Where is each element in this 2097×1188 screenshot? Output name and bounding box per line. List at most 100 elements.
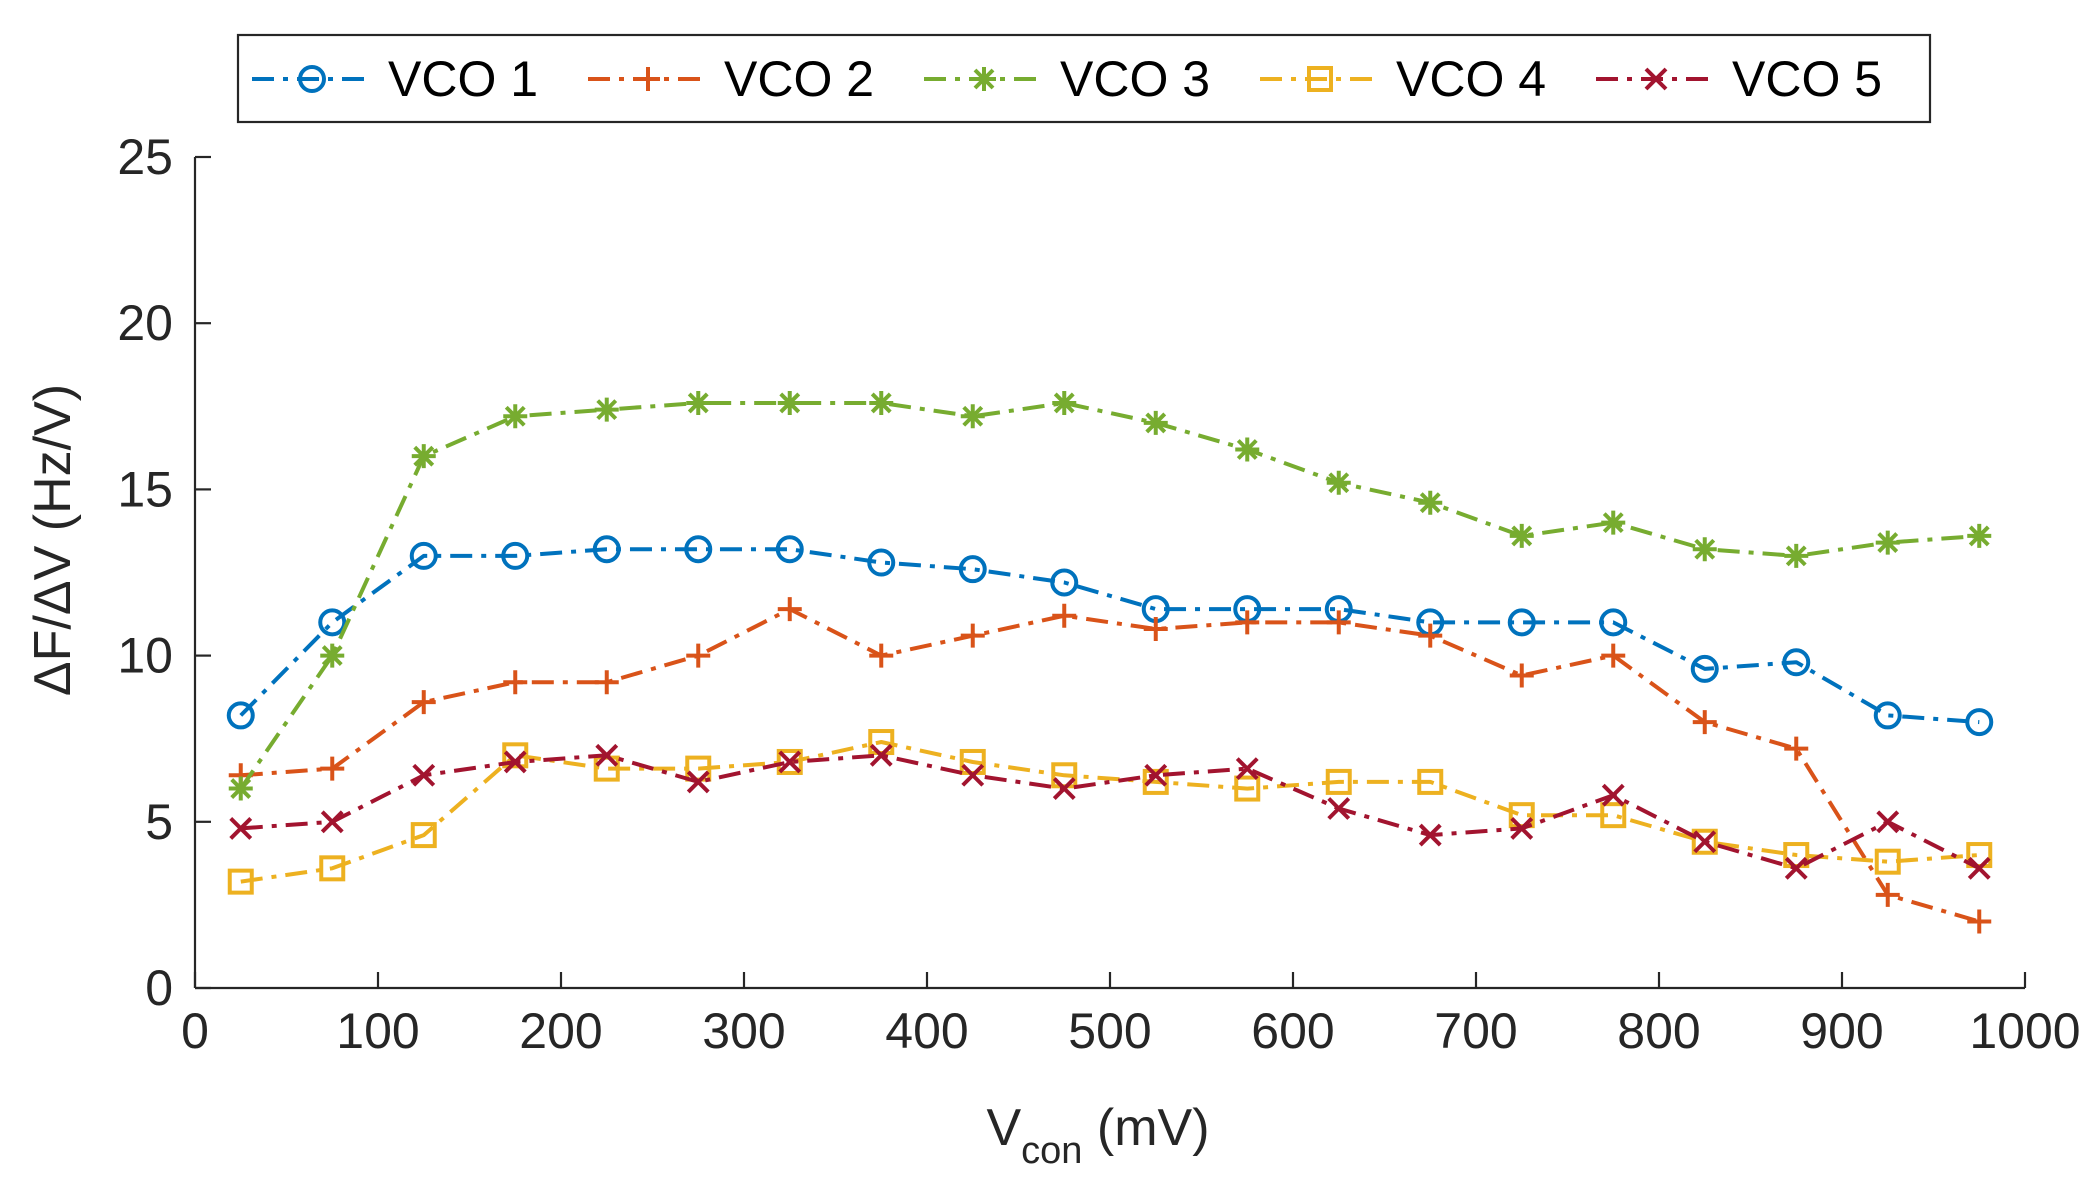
data-point-vco-1	[867, 548, 896, 577]
data-point-vco-2	[1326, 610, 1351, 635]
data-point-vco-1	[1965, 708, 1994, 737]
series-vco-2	[228, 597, 1992, 934]
series-vco-1	[226, 535, 1994, 737]
data-point-vco-2	[1509, 663, 1534, 688]
legend-marker-vco-2	[636, 67, 660, 91]
data-point-vco-2	[1967, 909, 1992, 934]
data-point-vco-2	[869, 643, 894, 668]
data-point-vco-3	[1601, 510, 1626, 535]
data-point-vco-5	[1235, 757, 1259, 781]
data-point-vco-1	[1690, 654, 1719, 683]
data-point-vco-3	[1052, 390, 1077, 415]
data-point-vco-1	[958, 555, 987, 584]
data-point-vco-4	[410, 822, 437, 849]
data-point-vco-5	[778, 750, 802, 774]
data-point-vco-2	[1143, 617, 1168, 642]
data-point-vco-1	[1507, 608, 1536, 637]
data-point-vco-2	[1784, 736, 1809, 761]
data-point-vco-1	[409, 541, 438, 570]
legend-label-vco-4: VCO 4	[1396, 51, 1546, 107]
data-point-vco-5	[595, 743, 619, 767]
data-point-vco-1	[592, 535, 621, 564]
legend-marker-vco-3	[972, 67, 996, 91]
series-line-vco-2	[240, 607, 1980, 924]
data-point-vco-4	[502, 742, 529, 769]
data-point-vco-4	[1417, 768, 1444, 795]
legend-entry-vco-4: VCO 4	[1260, 51, 1546, 107]
data-point-vco-3	[1143, 410, 1168, 435]
data-point-vco-5	[1327, 797, 1351, 820]
data-point-vco-5	[1876, 810, 1900, 834]
legend-marker-vco-5	[1644, 67, 1668, 91]
x-axis-title: Vcon (mV)	[986, 1099, 1209, 1172]
data-point-vco-3	[869, 390, 894, 415]
data-point-vco-3	[1967, 523, 1992, 548]
x-axis-title-sub: con	[1021, 1130, 1082, 1172]
data-point-vco-2	[960, 623, 985, 648]
series-vco-5	[229, 743, 1991, 880]
data-point-vco-1	[1599, 608, 1628, 637]
y-tick-label: 10	[117, 628, 173, 684]
series-vco-3	[228, 390, 1992, 801]
data-point-vco-5	[1967, 856, 1991, 880]
data-point-vco-3	[686, 390, 711, 415]
x-tick-label: 800	[1617, 1003, 1700, 1059]
data-point-vco-4	[776, 748, 803, 775]
data-point-vco-1	[684, 535, 713, 564]
data-point-vco-3	[1326, 470, 1351, 495]
data-point-vco-2	[503, 670, 528, 695]
series-line-vco-4	[240, 740, 1980, 884]
y-tick-label: 0	[145, 960, 173, 1016]
data-point-vco-1	[1050, 568, 1079, 597]
x-axis-title-unit: (mV)	[1082, 1099, 1209, 1157]
y-tick-label: 20	[117, 295, 173, 351]
data-point-vco-5	[1601, 783, 1625, 807]
legend-label-vco-1: VCO 1	[388, 51, 538, 107]
data-point-vco-2	[1235, 610, 1260, 635]
data-point-vco-1	[1873, 701, 1902, 730]
data-point-vco-3	[594, 397, 619, 422]
data-point-vco-5	[1510, 817, 1534, 840]
data-point-vco-5	[1052, 777, 1076, 800]
data-point-vco-5	[1418, 823, 1442, 847]
legend-entry-vco-5: VCO 5	[1596, 51, 1882, 107]
data-point-vco-2	[1052, 603, 1077, 628]
legend-entry-vco-2: VCO 2	[588, 51, 874, 107]
series-line-vco-3	[239, 401, 1980, 790]
x-tick-label: 300	[702, 1003, 785, 1059]
data-point-vco-2	[320, 756, 345, 781]
y-tick-label: 25	[117, 129, 173, 185]
x-tick-label: 1000	[1969, 1003, 2080, 1059]
legend-label-vco-5: VCO 5	[1732, 51, 1882, 107]
data-point-vco-1	[1782, 648, 1811, 677]
x-tick-label: 600	[1251, 1003, 1334, 1059]
data-point-vco-2	[1418, 623, 1443, 648]
data-point-vco-4	[1142, 768, 1169, 795]
x-tick-label: 0	[181, 1003, 209, 1059]
data-point-vco-4	[1600, 802, 1627, 829]
legend-marker-vco-4	[1307, 66, 1333, 92]
data-point-vco-5	[503, 750, 527, 774]
data-point-vco-4	[1691, 828, 1718, 855]
data-point-vco-5	[961, 763, 985, 787]
data-point-vco-1	[501, 541, 530, 570]
data-point-vco-3	[1509, 523, 1534, 548]
data-point-vco-5	[869, 743, 893, 767]
x-tick-label: 700	[1434, 1003, 1517, 1059]
data-point-vco-5	[1144, 763, 1168, 787]
data-point-vco-1	[775, 535, 804, 564]
data-point-vco-3	[1235, 437, 1260, 462]
legend: VCO 1 VCO 2 VCO 3 VCO 4 VCO 5	[236, 33, 1932, 124]
data-point-vco-1	[318, 608, 347, 637]
data-point-vco-3	[320, 643, 345, 668]
data-point-vco-5	[412, 763, 436, 787]
x-tick-label: 900	[1800, 1003, 1883, 1059]
y-tick-label: 5	[145, 794, 173, 850]
data-point-vco-4	[1325, 768, 1352, 795]
data-point-vco-5	[229, 817, 253, 840]
x-axis-title-main: V	[986, 1099, 1021, 1157]
legend-entry-vco-3: VCO 3	[924, 51, 1210, 107]
legend-marker-vco-1	[298, 65, 326, 93]
